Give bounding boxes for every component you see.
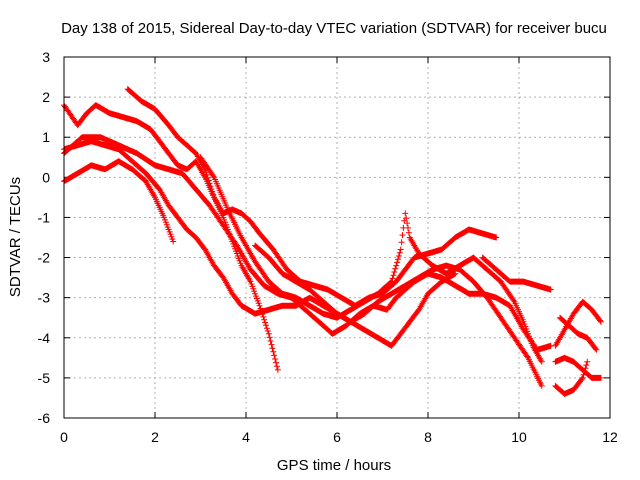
data-point-markers [252, 242, 545, 389]
data-point-markers [552, 354, 604, 381]
x-axis-label: GPS time / hours [277, 457, 391, 474]
y-tick-label: 2 [42, 89, 50, 105]
y-tick-label: -5 [38, 370, 51, 386]
data-point-markers [61, 138, 459, 349]
y-tick-label: 3 [42, 49, 50, 65]
y-tick-label: -6 [38, 410, 51, 426]
x-tick-label: 6 [333, 429, 341, 445]
series-trace-8 [479, 254, 554, 293]
x-tick-labels: 0 2 4 6 8 10 12 [60, 429, 618, 445]
series-trace-5 [61, 134, 554, 353]
y-tick-label: 0 [42, 169, 50, 185]
x-tick-label: 4 [242, 429, 250, 445]
series-trace-4 [124, 86, 500, 309]
plot-frame [63, 56, 611, 419]
series-trace-3 [61, 158, 177, 245]
series-trace-10 [557, 314, 600, 353]
series-trace-2 [61, 138, 459, 349]
series-trace-12 [552, 358, 591, 397]
series-trace-9 [552, 298, 604, 349]
data-point-markers [197, 154, 545, 365]
x-tick-label: 10 [511, 429, 527, 445]
y-tick-labels: 3 2 1 0 -1 -2 -3 -4 -5 -6 [38, 49, 51, 426]
x-tick-label: 0 [60, 429, 68, 445]
y-tick-label: -2 [38, 250, 51, 266]
x-tick-label: 2 [151, 429, 159, 445]
data-point-markers [61, 134, 554, 353]
series-trace-6 [197, 154, 545, 365]
y-tick-label: 1 [42, 129, 50, 145]
data-point-markers [552, 358, 591, 397]
x-tick-label: 12 [602, 429, 618, 445]
data-marks [61, 86, 604, 397]
data-point-markers [61, 158, 177, 245]
y-tick-label: -3 [38, 290, 51, 306]
data-point-markers [479, 254, 554, 293]
data-point-markers [557, 314, 600, 353]
grid [63, 56, 611, 419]
y-axis-label: SDTVAR / TECUs [7, 177, 24, 297]
chart-title: Day 138 of 2015, Sidereal Day-to-day VTE… [61, 20, 607, 37]
series-trace-7 [252, 242, 545, 389]
data-point-markers [552, 298, 604, 349]
y-tick-label: -4 [38, 330, 51, 346]
x-tick-label: 8 [424, 429, 432, 445]
data-point-markers [124, 86, 500, 309]
y-tick-label: -1 [38, 209, 51, 225]
series-trace-11 [552, 354, 604, 381]
